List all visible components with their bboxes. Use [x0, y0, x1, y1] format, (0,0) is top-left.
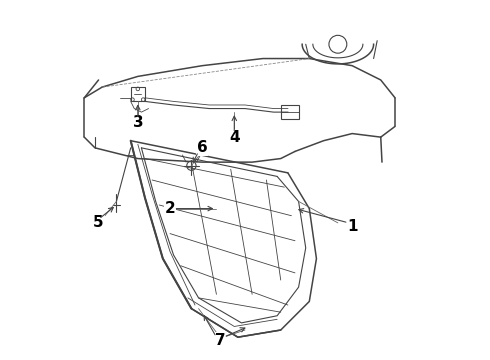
- Text: 5: 5: [93, 215, 104, 230]
- Text: 4: 4: [229, 130, 240, 145]
- Text: 3: 3: [132, 115, 143, 130]
- Text: 6: 6: [197, 140, 207, 156]
- Text: 2: 2: [165, 201, 175, 216]
- Text: 1: 1: [347, 219, 357, 234]
- Text: 7: 7: [215, 333, 225, 348]
